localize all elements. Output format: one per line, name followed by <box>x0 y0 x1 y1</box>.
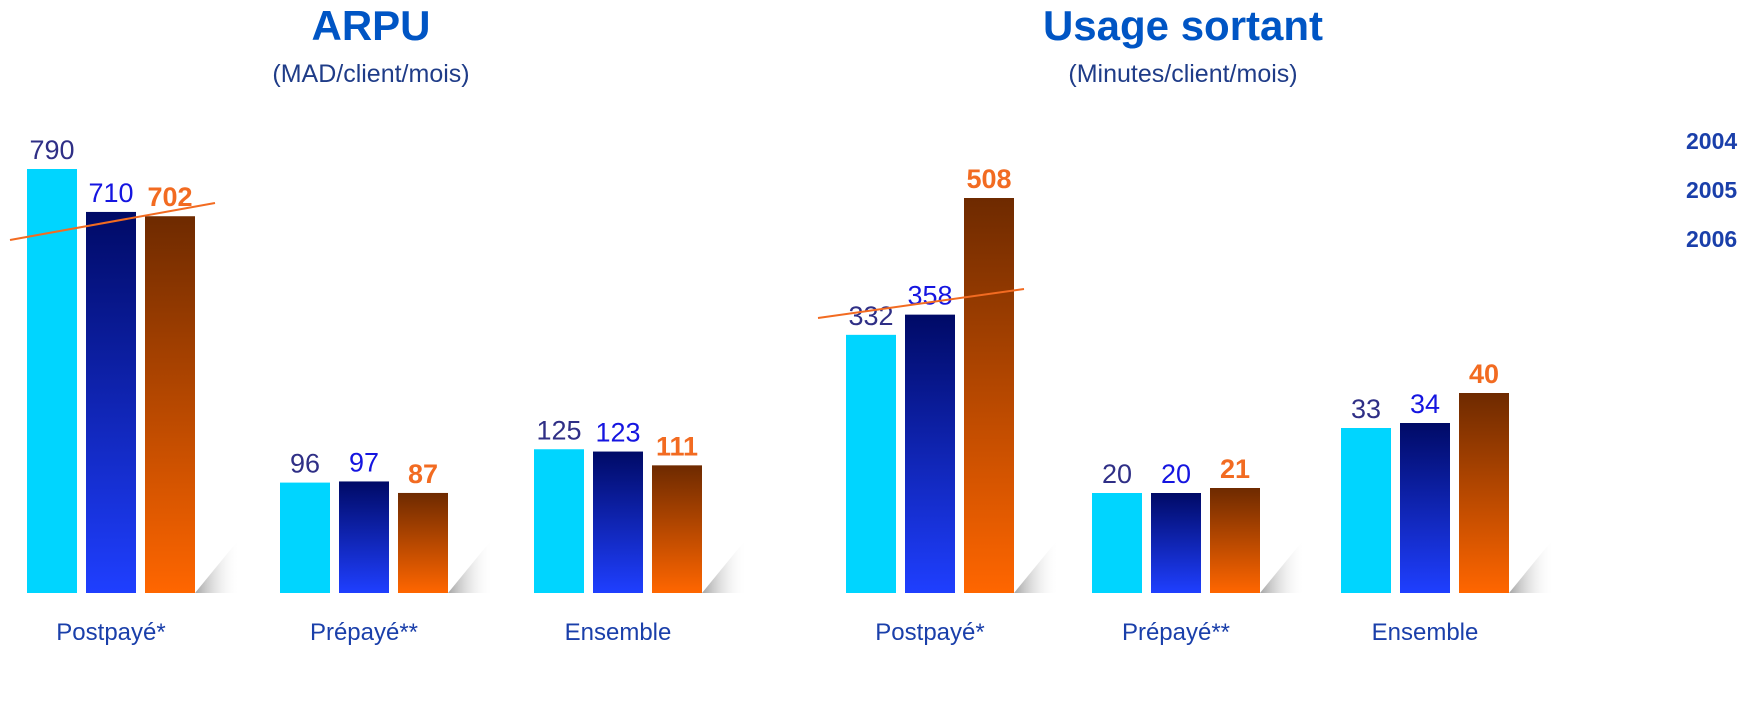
data-label: 34 <box>1410 389 1440 419</box>
category-label: Postpayé* <box>875 619 984 646</box>
bar <box>1400 423 1450 593</box>
data-label: 790 <box>29 135 74 165</box>
category-label: Prépayé** <box>1122 619 1230 646</box>
bar <box>1210 488 1260 593</box>
chart-1: 332 358 508 Postpayé* 20 20 21 Prépayé** 33 34 40 E… <box>817 164 1554 646</box>
bar <box>27 169 77 593</box>
usage-chart-subtitle: (Minutes/client/mois) <box>1068 60 1298 88</box>
bar-shadow <box>1260 538 1305 593</box>
bar <box>280 482 330 593</box>
data-label: 20 <box>1102 459 1132 489</box>
bar <box>145 216 195 593</box>
axis-break-line <box>817 288 1025 319</box>
category-label: Ensemble <box>1372 619 1479 646</box>
data-label: 332 <box>848 301 893 331</box>
bar <box>905 314 955 593</box>
data-label: 40 <box>1469 359 1499 389</box>
bar <box>1092 493 1142 593</box>
bar <box>1341 428 1391 593</box>
bar-shadow <box>1509 538 1554 593</box>
data-label: 702 <box>147 182 192 212</box>
chart-0: 790 710 702 Postpayé* 96 97 87 Prépayé** 125 123 1… <box>9 135 747 646</box>
legend-item-2005: 2005 <box>1686 177 1738 203</box>
data-label: 97 <box>349 447 379 477</box>
category-label: Postpayé* <box>56 619 165 646</box>
arpu-chart-title: ARPU <box>311 2 431 49</box>
bar <box>339 481 389 593</box>
bar <box>398 492 448 593</box>
bar <box>534 449 584 593</box>
data-label: 87 <box>408 459 438 489</box>
axis-break-line <box>9 202 216 241</box>
bar <box>593 451 643 593</box>
data-label: 96 <box>290 449 320 479</box>
bar <box>964 198 1014 593</box>
category-label: Ensemble <box>565 619 672 646</box>
bar-shadow <box>702 538 747 593</box>
bar <box>1151 493 1201 593</box>
data-label: 20 <box>1161 459 1191 489</box>
data-label: 125 <box>536 415 581 445</box>
bar-shadow <box>1014 538 1059 593</box>
data-label: 21 <box>1220 454 1250 484</box>
data-label: 123 <box>595 418 640 448</box>
legend-item-2004: 2004 <box>1686 128 1738 154</box>
bar <box>652 465 702 593</box>
data-label: 111 <box>656 431 698 461</box>
arpu-chart-subtitle: (MAD/client/mois) <box>272 60 470 88</box>
legend-item-2006: 2006 <box>1686 226 1738 252</box>
bar <box>846 334 896 593</box>
bar-shadow <box>448 538 493 593</box>
data-label: 508 <box>966 164 1011 194</box>
data-label: 358 <box>907 281 952 311</box>
usage-chart-title: Usage sortant <box>1042 2 1324 49</box>
bar <box>86 211 136 593</box>
bar-shadow <box>195 538 240 593</box>
data-label: 710 <box>88 178 133 208</box>
data-label: 33 <box>1351 394 1381 424</box>
bar <box>1459 393 1509 593</box>
category-label: Prépayé** <box>310 619 418 646</box>
